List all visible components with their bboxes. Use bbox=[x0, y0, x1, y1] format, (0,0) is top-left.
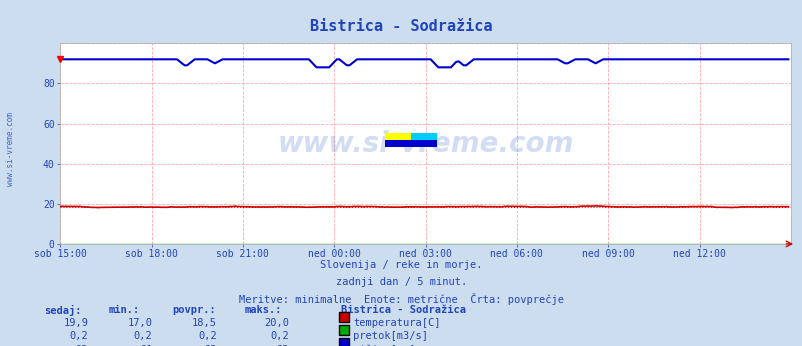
Text: temperatura[C]: temperatura[C] bbox=[353, 318, 440, 328]
Text: 91: 91 bbox=[140, 345, 152, 346]
Text: 92: 92 bbox=[276, 345, 289, 346]
Text: 17,0: 17,0 bbox=[128, 318, 152, 328]
Text: 92: 92 bbox=[75, 345, 88, 346]
Text: Bistrica - Sodražica: Bistrica - Sodražica bbox=[341, 305, 466, 315]
Text: maks.:: maks.: bbox=[245, 305, 282, 315]
Text: www.si-vreme.com: www.si-vreme.com bbox=[6, 112, 15, 186]
Text: pretok[m3/s]: pretok[m3/s] bbox=[353, 331, 427, 342]
Text: 0,2: 0,2 bbox=[270, 331, 289, 342]
Text: Slovenija / reke in morje.: Slovenija / reke in morje. bbox=[320, 260, 482, 270]
Text: 0,2: 0,2 bbox=[198, 331, 217, 342]
Text: 92: 92 bbox=[204, 345, 217, 346]
Text: 18,5: 18,5 bbox=[192, 318, 217, 328]
Text: zadnji dan / 5 minut.: zadnji dan / 5 minut. bbox=[335, 277, 467, 287]
Text: 0,2: 0,2 bbox=[70, 331, 88, 342]
Bar bbox=[385, 139, 436, 147]
Text: min.:: min.: bbox=[108, 305, 140, 315]
Text: Meritve: minimalne  Enote: metrične  Črta: povprečje: Meritve: minimalne Enote: metrične Črta:… bbox=[239, 293, 563, 306]
Text: povpr.:: povpr.: bbox=[172, 305, 216, 315]
Text: sedaj:: sedaj: bbox=[44, 305, 82, 316]
Text: 20,0: 20,0 bbox=[264, 318, 289, 328]
Text: Bistrica - Sodražica: Bistrica - Sodražica bbox=[310, 19, 492, 34]
Text: 0,2: 0,2 bbox=[134, 331, 152, 342]
Text: 19,9: 19,9 bbox=[63, 318, 88, 328]
Bar bbox=[411, 133, 436, 139]
Text: www.si-vreme.com: www.si-vreme.com bbox=[277, 130, 573, 157]
Text: višina[cm]: višina[cm] bbox=[353, 345, 415, 346]
Bar bbox=[385, 133, 411, 139]
